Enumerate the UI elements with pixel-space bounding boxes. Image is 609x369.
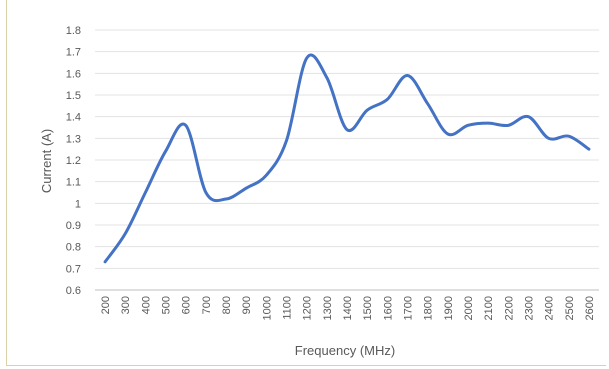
y-tick-label: 1.3: [66, 133, 81, 145]
x-tick-label: 400: [140, 296, 152, 314]
x-tick-label: 1100: [282, 296, 294, 320]
x-tick-label: 1700: [402, 296, 414, 320]
x-tick-label: 2400: [544, 296, 556, 320]
series-line: [103, 53, 591, 264]
chart-frame: [6, 0, 606, 366]
x-tick-label: 2200: [503, 296, 515, 320]
x-axis-title: Frequency (MHz): [295, 343, 395, 358]
x-tick-label: 1900: [443, 296, 455, 320]
y-tick-label: 0.7: [66, 263, 81, 275]
x-tick-label: 1400: [342, 296, 354, 320]
x-tick-label: 1800: [423, 296, 435, 320]
x-tick-label: 900: [241, 296, 253, 314]
x-tick-label: 1200: [302, 296, 314, 320]
y-tick-label: 1.6: [66, 68, 81, 80]
x-tick-labels: 200 300 400 500 600 700 800 900 1000 1100 1200 1300…: [100, 296, 596, 320]
y-axis-title: Current (A): [39, 129, 54, 193]
x-tick-label: 300: [120, 296, 132, 314]
y-tick-label: 0.6: [66, 285, 81, 297]
y-tick-label: 1.7: [66, 47, 81, 59]
x-tick-label: 600: [181, 296, 193, 314]
x-tick-label: 2300: [523, 296, 535, 320]
y-tick-label: 1.4: [66, 112, 81, 124]
x-tick-label: 2600: [584, 296, 596, 320]
x-tick-label: 2500: [564, 296, 576, 320]
x-tick-label: 700: [201, 296, 213, 314]
x-tick-label: 1000: [261, 296, 273, 320]
gridlines: [95, 29, 599, 291]
x-tick-label: 800: [221, 296, 233, 314]
x-tick-label: 2100: [483, 296, 495, 320]
x-tick-label: 200: [100, 296, 112, 314]
y-tick-label: 1.2: [66, 155, 81, 167]
y-tick-labels: 0.6 0.7 0.8 0.9 1 1.1 1.2 1.3 1.4 1.5 1.6 1.7 1.8: [66, 25, 81, 297]
y-tick-label: 0.8: [66, 242, 81, 254]
x-tick-label: 2000: [463, 296, 475, 320]
y-tick-label: 1: [75, 198, 81, 210]
x-tick-label: 1600: [382, 296, 394, 320]
x-tick-label: 1300: [322, 296, 334, 320]
y-tick-label: 0.9: [66, 220, 81, 232]
y-tick-label: 1.5: [66, 90, 81, 102]
y-tick-label: 1.8: [66, 25, 81, 37]
x-tick-label: 500: [161, 296, 173, 314]
y-tick-label: 1.1: [66, 177, 81, 189]
x-tick-label: 1500: [362, 296, 374, 320]
